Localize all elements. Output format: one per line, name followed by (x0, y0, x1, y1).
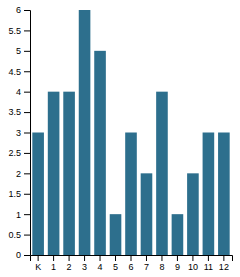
y-tick-label: 6 (16, 5, 21, 15)
y-tick: 6 (16, 5, 30, 15)
y-tick: 0 (16, 250, 30, 260)
bar (172, 214, 184, 255)
y-axis: 0 0.5 1 1.5 2 2.5 3 3.5 4 4.5 5 5.5 6 (8, 5, 30, 260)
y-tick-label: 1 (16, 210, 21, 220)
x-tick-label: 12 (219, 262, 229, 272)
bar (48, 92, 60, 255)
x-tick-label: 4 (98, 262, 103, 272)
y-axis-line (24, 11, 31, 256)
bar (32, 133, 44, 256)
y-tick-mark (24, 51, 30, 52)
x-tick-mark (146, 255, 147, 261)
x-tick-label: 3 (82, 262, 87, 272)
y-tick-label: 3 (16, 128, 21, 138)
y-tick-label: 2 (16, 169, 21, 179)
y-tick: 1 (16, 210, 30, 220)
x-tick-mark (115, 255, 116, 261)
y-tick-label: 5 (16, 46, 21, 56)
y-tick: 2.5 (8, 148, 30, 158)
y-tick: 0.5 (8, 230, 30, 240)
x-axis-line (31, 256, 233, 262)
x-tick: 7 (144, 255, 149, 272)
x-tick: 12 (219, 255, 229, 272)
x-tick: 8 (159, 255, 164, 272)
y-tick-label: 4 (16, 87, 21, 97)
x-tick-label: 2 (67, 262, 72, 272)
x-tick-mark (100, 255, 101, 261)
y-tick-label: 3.5 (8, 107, 21, 117)
x-tick-label: 8 (159, 262, 164, 272)
x-tick: 2 (67, 255, 72, 272)
x-tick: 1 (51, 255, 56, 272)
x-tick-mark (177, 255, 178, 261)
y-tick-mark (24, 10, 30, 11)
y-tick-mark (24, 112, 30, 113)
y-tick: 5.5 (8, 26, 30, 36)
plot-area: K12345678910111200.511.522.533.544.555.5… (8, 5, 232, 272)
bar (156, 92, 168, 255)
x-tick: 3 (82, 255, 87, 272)
x-tick-mark (161, 255, 162, 261)
x-tick-mark (38, 255, 39, 261)
x-tick: 9 (175, 255, 180, 272)
x-tick-label: 1 (51, 262, 56, 272)
y-tick-mark (24, 214, 30, 215)
chart-container: K12345678910111200.511.522.533.544.555.5… (0, 0, 240, 277)
x-tick-mark (223, 255, 224, 261)
bar (218, 133, 230, 256)
y-tick: 1.5 (8, 189, 30, 199)
x-tick: 11 (204, 255, 213, 272)
x-tick-mark (208, 255, 209, 261)
x-axis: K123456789101112 (31, 255, 233, 272)
x-tick-mark (192, 255, 193, 261)
bar (94, 51, 106, 255)
bar (203, 133, 215, 256)
x-tick-label: 6 (128, 262, 133, 272)
x-tick: 10 (188, 255, 198, 272)
x-tick-mark (69, 255, 70, 261)
bar (79, 10, 91, 255)
y-tick-mark (24, 235, 30, 236)
y-tick: 4.5 (8, 67, 30, 77)
y-tick: 5 (16, 46, 30, 56)
x-tick: 4 (98, 255, 103, 272)
y-tick-label: 2.5 (8, 148, 21, 158)
bar (125, 133, 137, 256)
x-tick-label: 5 (113, 262, 118, 272)
x-tick-label: 7 (144, 262, 149, 272)
y-tick-mark (24, 153, 30, 154)
y-tick-mark (24, 30, 30, 31)
y-tick-mark (24, 173, 30, 174)
bar (63, 92, 75, 255)
x-tick: 5 (113, 255, 118, 272)
y-tick: 3.5 (8, 107, 30, 117)
y-tick-mark (24, 133, 30, 134)
x-tick: K (35, 255, 41, 272)
y-tick-mark (24, 255, 30, 256)
x-tick-label: K (35, 262, 41, 272)
bar (141, 173, 153, 255)
bars (32, 10, 229, 255)
bar (187, 173, 199, 255)
y-tick: 2 (16, 169, 30, 179)
y-tick-mark (24, 71, 30, 72)
x-tick-mark (53, 255, 54, 261)
y-tick: 4 (16, 87, 30, 97)
bar (110, 214, 122, 255)
y-tick-label: 0 (16, 250, 21, 260)
y-tick-label: 0.5 (8, 230, 21, 240)
y-tick-mark (24, 194, 30, 195)
x-tick-mark (84, 255, 85, 261)
x-tick-label: 11 (204, 262, 213, 272)
x-tick-label: 9 (175, 262, 180, 272)
y-tick-label: 4.5 (8, 67, 21, 77)
y-tick: 3 (16, 128, 30, 138)
x-tick-mark (131, 255, 132, 261)
y-tick-label: 5.5 (8, 26, 21, 36)
y-tick-label: 1.5 (8, 189, 21, 199)
y-tick-mark (24, 92, 30, 93)
chart-svg: K12345678910111200.511.522.533.544.555.5… (0, 0, 240, 277)
x-tick: 6 (128, 255, 133, 272)
x-tick-label: 10 (188, 262, 198, 272)
